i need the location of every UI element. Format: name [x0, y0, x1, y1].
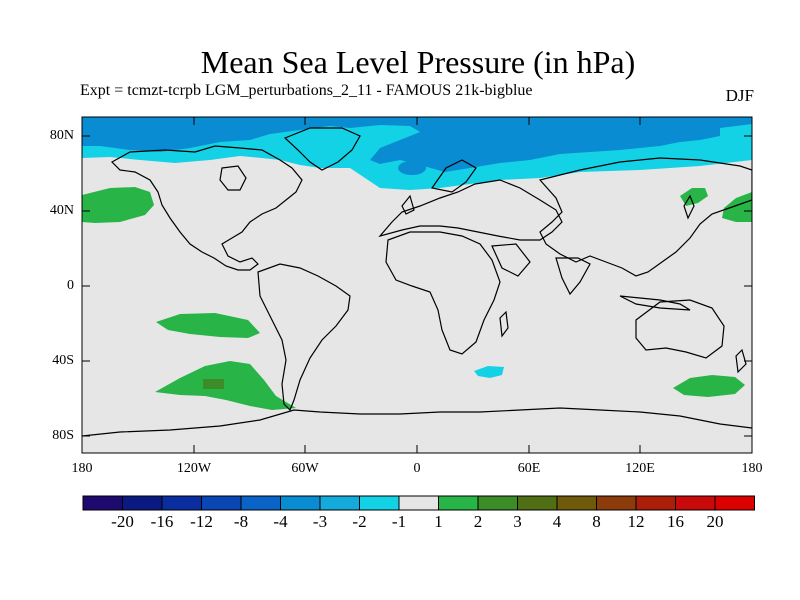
colorbar-label: -1 — [391, 512, 407, 531]
stronger-positive-patch — [203, 379, 224, 389]
colorbar-box — [438, 495, 479, 511]
colorbar-label: 4 — [552, 512, 562, 531]
colorbar-box — [319, 495, 360, 511]
colorbar-label: -8 — [233, 512, 249, 531]
lon-label-120e: 120E — [625, 461, 655, 476]
lat-label-0: 0 — [67, 278, 74, 293]
coastline-asia — [538, 157, 752, 277]
arctic-patch-north-atlantic — [398, 161, 426, 175]
coastline-madagascar — [499, 310, 509, 338]
season-label: DJF — [725, 86, 754, 105]
map-title: Mean Sea Level Pressure (in hPa) — [200, 44, 636, 80]
coastline-australia — [635, 299, 725, 359]
colorbar-label: -3 — [312, 512, 328, 531]
axis-ticks — [82, 117, 752, 453]
lat-label-40s: 40S — [52, 353, 74, 368]
coastlines — [82, 127, 752, 437]
colorbar-label: 2 — [473, 512, 483, 531]
colorbar-box — [398, 495, 439, 511]
coastline-hudson-bay — [219, 165, 247, 191]
colorbar-box — [161, 495, 202, 511]
colorbar-label: 20 — [706, 512, 724, 531]
colorbar-box — [240, 495, 281, 511]
colorbar-box — [201, 495, 242, 511]
positive-region-subtropical-pacific — [156, 313, 260, 338]
lat-label-80s: 80S — [52, 428, 74, 443]
colorbar-box — [714, 495, 755, 511]
colorbar-box — [359, 495, 400, 511]
lon-label-60e: 60E — [517, 461, 541, 476]
colorbar-label: -12 — [190, 512, 213, 531]
lon-label-180w: 180 — [71, 461, 93, 476]
colorbar-label: 16 — [667, 512, 684, 531]
colorbar-box — [556, 495, 597, 511]
positive-region-north-pacific-east — [722, 192, 752, 222]
colorbar-box — [596, 495, 637, 511]
anomaly-fields — [82, 117, 752, 410]
coastline-india — [555, 257, 591, 296]
colorbar-box — [122, 495, 163, 511]
lat-label-40n: 40N — [49, 203, 74, 218]
colorbar-box — [82, 495, 123, 511]
colorbar — [82, 495, 755, 511]
colorbar-label: -20 — [111, 512, 134, 531]
colorbar-box — [675, 495, 716, 511]
colorbar-box — [280, 495, 321, 511]
negative-patch-indian-ocean — [474, 366, 504, 378]
colorbar-label: 12 — [627, 512, 645, 531]
coastline-north-america — [111, 145, 303, 271]
lon-label-120w: 120W — [176, 461, 212, 476]
coastline-arabia — [491, 243, 531, 277]
lat-label-80n: 80N — [49, 128, 74, 143]
arctic-deep-negative-region — [82, 117, 752, 172]
coastline-europe — [378, 179, 563, 241]
colorbar-label: -16 — [150, 512, 174, 531]
positive-region-south-pacific — [155, 361, 296, 410]
coastline-japan — [683, 194, 695, 220]
colorbar-label: 3 — [513, 512, 522, 531]
colorbar-label: 1 — [434, 512, 443, 531]
coastline-africa — [385, 231, 501, 355]
lon-label-0: 0 — [413, 461, 421, 476]
coastline-antarctica — [82, 407, 752, 437]
arctic-patch-atlantic — [345, 147, 359, 157]
lon-label-180e: 180 — [741, 461, 763, 476]
lon-label-60w: 60W — [291, 461, 319, 476]
colorbar-label: 8 — [592, 512, 601, 531]
colorbar-box — [477, 495, 518, 511]
coastline-south-america — [257, 263, 351, 412]
coastline-greenland — [283, 127, 361, 171]
coastline-uk — [401, 194, 415, 215]
coastline-indonesia — [619, 295, 691, 311]
positive-region-north-pacific-west — [82, 187, 154, 223]
colorbar-label: -4 — [273, 512, 288, 531]
colorbar-label: -2 — [352, 512, 367, 531]
coastline-new-zealand — [735, 348, 747, 374]
experiment-subtitle: Expt = tcmzt-tcrpb LGM_perturbations_2_1… — [80, 82, 533, 99]
positive-region-south-tasman — [673, 375, 745, 397]
coastline-scandinavia — [430, 159, 477, 193]
colorbar-box — [635, 495, 676, 511]
colorbar-box — [517, 495, 558, 511]
